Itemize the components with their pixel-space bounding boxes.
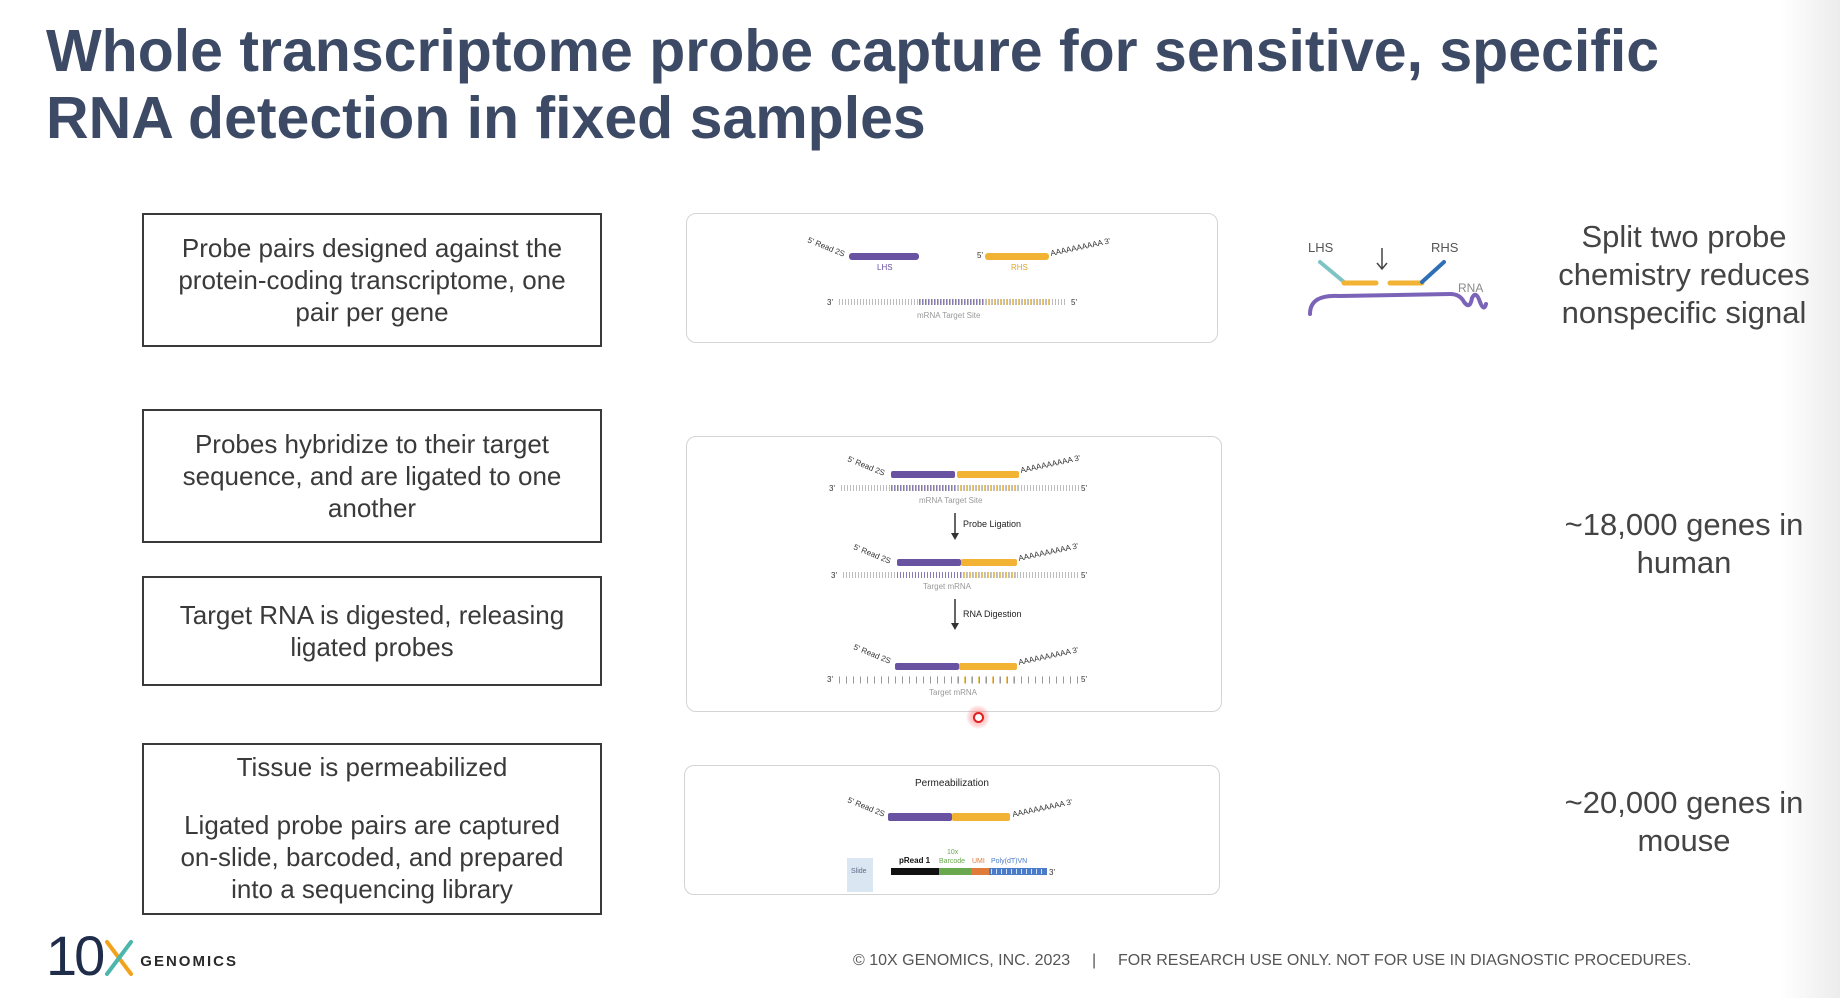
rhs-probe-bar [957,471,1019,478]
polydt-segment [989,868,1047,875]
logo-number: 10 [46,924,105,987]
footer-separator: | [1092,952,1097,969]
read2s-label: 5' Read 2S [852,543,892,566]
read2s-label: 5' Read 2S [846,455,886,478]
step-box-probe-design: Probe pairs designed against the protein… [142,213,602,347]
poly-a-tail: AAAAAAAAAA 3' [1018,541,1080,563]
diagram-panel-permeabilization: Permeabilization 5' Read 2S AAAAAAAAAA 3… [684,765,1220,895]
read2s-label: 5' Read 2S [846,796,886,819]
step-text-permeabilized: Tissue is permeabilized [236,752,508,782]
umi-label: UMI [972,858,985,865]
slide-title: Whole transcriptome probe capture for se… [46,18,1766,152]
ligated-lhs-bar [897,559,961,566]
schematic-lhs-label: LHS [1308,240,1334,255]
split-probe-schematic: LHS RHS RNA [1308,240,1488,316]
lhs-probe-bar [849,253,919,260]
probe-ligation-label: Probe Ligation [963,519,1021,529]
mrna-three-prime: 3' [827,298,833,307]
three-prime-label: 3' [827,675,833,684]
read2s-label: 5' Read 2S [806,236,846,259]
slide-block [847,858,873,892]
schematic-rhs-label: RHS [1431,240,1459,255]
ligation-digestion-diagram: 5' Read 2S AAAAAAAAAA 3' 3' 5' mRNA Targ… [827,453,1087,697]
tenx-label: 10x [947,849,959,856]
note-text: Split two probe chemistry reduces nonspe… [1558,219,1810,330]
step-text: Target RNA is digested, releasing ligate… [179,600,565,662]
rna-digestion-label: RNA Digestion [963,609,1022,619]
captured-rhs-bar [952,813,1010,821]
step-text: Probe pairs designed against the protein… [178,233,566,327]
capture-diagram: Permeabilization 5' Read 2S AAAAAAAAAA 3… [846,778,1074,892]
rhs-arm [1420,260,1446,284]
three-prime-label: 3' [1049,868,1055,877]
lhs-label: LHS [877,263,893,272]
five-prime-label: 5' [977,251,983,260]
barcode-segment [939,868,971,875]
released-lhs-bar [895,663,959,670]
ligated-rhs-bar [961,559,1017,566]
target-mrna-label: Target mRNA [929,688,978,697]
ligation-arrowhead [951,533,959,540]
title-line-2: RNA detection in fixed samples [46,85,926,151]
note-human-genes: ~18,000 genes in human [1546,506,1822,582]
schematic-rna-label: RNA [1458,281,1483,295]
diagram-panel-ligation: 5' Read 2S AAAAAAAAAA 3' 3' 5' mRNA Targ… [686,436,1222,712]
title-line-1: Whole transcriptome probe capture for se… [46,18,1660,84]
slide-edge-shadow [1780,0,1840,998]
polydt-label: Poly(dT)VN [991,858,1027,865]
poly-a-tail: AAAAAAAAAA 3' [1012,797,1074,819]
logo-word: GENOMICS [140,953,238,970]
copyright-text: © 10X GENOMICS, INC. 2023 [853,952,1071,969]
logo-x-icon [105,940,134,976]
mrna-target-label: mRNA Target Site [917,311,981,320]
step-box-digest: Target RNA is digested, releasing ligate… [142,576,602,686]
umi-segment [971,868,989,875]
five-prime-label: 5' [1081,675,1087,684]
pointer-highlight [966,705,990,729]
step-text: Probes hybridize to their target sequenc… [182,429,562,523]
slide-label: Slide [851,868,867,875]
three-prime-label: 3' [829,484,835,493]
poly-a-tail: AAAAAAAAAA 3' [1020,453,1082,475]
note-text: ~20,000 genes in mouse [1564,785,1804,858]
pread1-segment [891,868,939,875]
step-box-hybridize: Probes hybridize to their target sequenc… [142,409,602,543]
company-logo: 10 GENOMICS [46,924,238,987]
poly-a-tail: AAAAAAAAAA 3' [1050,236,1112,258]
mrna-target-label: mRNA Target Site [919,496,983,505]
barcode-label: Barcode [939,858,965,865]
mrna-five-prime: 5' [1071,298,1077,307]
poly-a-tail: AAAAAAAAAA 3' [1018,645,1080,667]
rna-strand-icon [1308,291,1488,316]
diagram-panel-probe-pair: 5' Read 2S LHS 5' RHS AAAAAAAAAA 3' 3' 5… [686,213,1218,343]
lhs-arm [1318,260,1346,284]
pread1-label: pRead 1 [899,856,931,865]
captured-lhs-bar [888,813,952,821]
read2s-label: 5' Read 2S [852,643,892,666]
disclaimer-text: FOR RESEARCH USE ONLY. NOT FOR USE IN DI… [1118,952,1692,969]
permeabilization-label: Permeabilization [915,778,989,789]
five-prime-label: 5' [1081,484,1087,493]
rhs-probe-bar [985,253,1049,260]
digestion-arrowhead [951,623,959,630]
three-prime-label: 3' [831,571,837,580]
step-text-captured: Ligated probe pairs are captured on-slid… [180,810,564,904]
lhs-probe-bar [891,471,955,478]
released-rhs-bar [959,663,1017,670]
target-mrna-label: Target mRNA [923,582,972,591]
note-split-probe: Split two probe chemistry reduces nonspe… [1546,218,1822,332]
five-prime-label: 5' [1081,571,1087,580]
note-mouse-genes: ~20,000 genes in mouse [1546,784,1822,860]
probe-pair-diagram: 5' Read 2S LHS 5' RHS AAAAAAAAAA 3' 3' 5… [806,236,1112,320]
step-box-capture: Tissue is permeabilized Ligated probe pa… [142,743,602,915]
note-text: ~18,000 genes in human [1564,507,1804,580]
arrowhead-icon [1376,262,1388,271]
rhs-label: RHS [1011,263,1028,272]
